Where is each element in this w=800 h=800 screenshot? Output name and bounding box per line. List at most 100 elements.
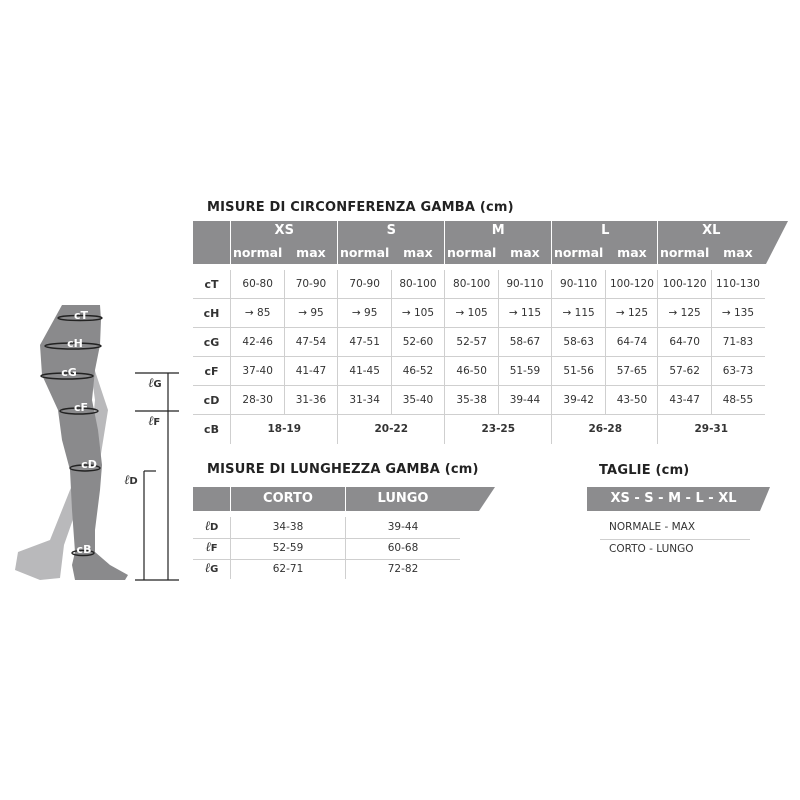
table-cell: → 95 <box>351 307 378 319</box>
table-cell: 60-68 <box>387 542 419 554</box>
header-divider <box>551 221 552 264</box>
sub-header-normal: normal <box>553 245 604 260</box>
length-row-label: ℓF <box>193 539 230 555</box>
table-cell: 62-71 <box>272 563 304 575</box>
length-subscript: D <box>210 522 219 533</box>
table-cell: 57-62 <box>669 365 700 377</box>
length-subscript: F <box>210 543 218 554</box>
table-cell: → 105 <box>455 307 488 319</box>
taglie-band <box>587 487 770 511</box>
row-label-cF: cF <box>204 365 219 378</box>
table-cell: 34-38 <box>272 521 304 533</box>
circumference-title: MISURE DI CIRCONFERENZA GAMBA (cm) <box>207 200 514 215</box>
table-cell: 46-50 <box>456 365 487 377</box>
row-label-cT: cT <box>204 278 219 291</box>
table-cell: 58-67 <box>509 336 541 348</box>
column-divider <box>657 270 658 444</box>
size-header-l: L <box>601 223 610 238</box>
length-header-band <box>193 487 495 511</box>
table-cell: 35-38 <box>456 394 487 406</box>
row-divider <box>193 538 460 539</box>
row-label-cB: cB <box>204 423 219 436</box>
table-cell: 80-100 <box>399 278 437 290</box>
table-cell: 90-110 <box>506 278 544 290</box>
sub-header-normal: normal <box>659 245 710 260</box>
row-divider <box>193 559 460 560</box>
length-marker-label: ℓD <box>124 472 138 488</box>
size-header-s: S <box>386 223 396 238</box>
length-subscript: F <box>153 417 161 428</box>
column-divider <box>391 270 393 415</box>
length-marker-label: ℓG <box>148 375 162 391</box>
table-cell: 48-55 <box>722 394 754 406</box>
size-header-xl: XL <box>702 223 721 238</box>
taglie-sizes: XS - S - M - L - XL <box>610 491 737 506</box>
sub-header-normal: normal <box>232 245 283 260</box>
table-cell: → 105 <box>401 307 435 319</box>
leg-label-cT: cT <box>73 309 89 322</box>
table-cell: → 125 <box>668 307 701 319</box>
leg-illustration <box>15 305 128 580</box>
sub-header-max: max <box>296 245 326 260</box>
length-header-lungo: LUNGO <box>377 491 429 506</box>
table-cell: 37-40 <box>242 365 273 377</box>
table-cell: 42-46 <box>242 336 273 348</box>
row-label-cG: cG <box>203 336 220 349</box>
table-cell: 70-90 <box>295 278 327 290</box>
divider <box>600 539 750 540</box>
table-cell: 52-57 <box>456 336 487 348</box>
length-header-corto: CORTO <box>263 491 313 506</box>
table-cell: 43-47 <box>669 394 700 406</box>
table-cell: 72-82 <box>387 563 419 575</box>
table-cell: → 135 <box>721 307 755 319</box>
table-cell: 46-52 <box>402 365 434 377</box>
table-cell: 28-30 <box>242 394 273 406</box>
table-cell: 63-73 <box>722 365 754 377</box>
length-row-label: ℓD <box>193 518 230 534</box>
column-divider <box>345 517 346 579</box>
length-marker-label: ℓF <box>148 413 160 429</box>
table-cell: 80-100 <box>453 278 491 290</box>
table-cell: 41-45 <box>349 365 380 377</box>
taglie-title: TAGLIE (cm) <box>599 463 690 478</box>
table-cell: 43-50 <box>616 394 648 406</box>
table-cell: 52-59 <box>272 542 304 554</box>
table-cell-cB: 20-22 <box>374 423 409 435</box>
circumference-header-band <box>193 221 788 264</box>
sub-header-max: max <box>403 245 433 260</box>
table-cell: → 115 <box>562 307 595 319</box>
table-cell: 51-56 <box>563 365 594 377</box>
column-divider <box>337 270 338 444</box>
leg-label-cG: cG <box>61 366 77 379</box>
column-divider <box>498 270 500 415</box>
table-cell: 31-36 <box>295 394 327 406</box>
sub-header-max: max <box>510 245 540 260</box>
length-subscript: G <box>153 379 162 390</box>
table-cell: 60-80 <box>242 278 273 290</box>
table-cell: 41-47 <box>295 365 327 377</box>
length-measure-lines <box>135 372 179 581</box>
taglie-line-1: NORMALE - MAX <box>609 521 696 533</box>
size-header-m: M <box>491 223 505 238</box>
table-cell: → 95 <box>298 307 324 319</box>
row-divider <box>193 356 765 357</box>
table-cell: 71-83 <box>722 336 754 348</box>
header-divider <box>444 221 445 264</box>
column-divider <box>230 517 231 579</box>
table-cell-cB: 23-25 <box>481 423 516 435</box>
header-divider <box>657 221 658 264</box>
length-symbol: ℓ <box>148 376 154 391</box>
length-symbol: ℓ <box>204 519 211 534</box>
leg-label-cH: cH <box>67 337 83 350</box>
table-cell: 100-120 <box>610 278 654 290</box>
table-cell: 90-110 <box>560 278 598 290</box>
header-divider <box>337 221 338 264</box>
table-cell: 39-44 <box>387 521 419 533</box>
leg-label-cF: cF <box>73 401 89 414</box>
table-cell: 64-70 <box>669 336 700 348</box>
length-subscript: D <box>129 476 138 487</box>
table-cell-cB: 26-28 <box>588 423 623 435</box>
length-title: MISURE DI LUNGHEZZA GAMBA (cm) <box>207 462 479 477</box>
table-cell: 35-40 <box>402 394 434 406</box>
taglie-line-2: CORTO - LUNGO <box>609 543 694 555</box>
